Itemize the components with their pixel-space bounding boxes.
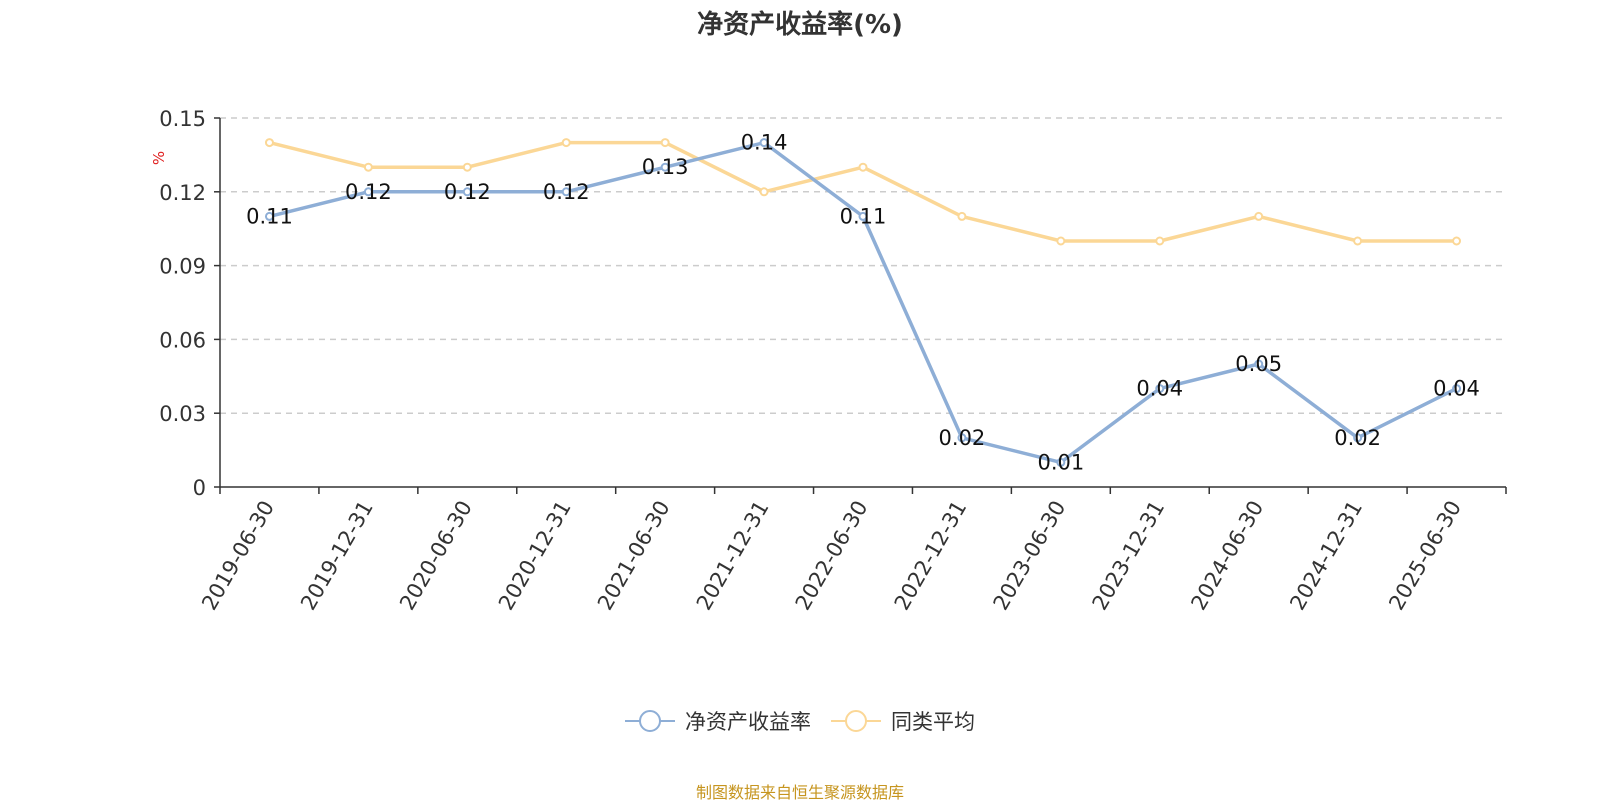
x-tick-label: 2020-06-30 bbox=[395, 497, 477, 615]
grid-lines bbox=[220, 117, 1506, 414]
data-label: 0.13 bbox=[642, 155, 689, 179]
y-tick-label: 0.15 bbox=[159, 107, 206, 131]
source-note: 制图数据来自恒生聚源数据库 bbox=[695, 783, 904, 802]
data-point-roe[interactable] bbox=[858, 211, 868, 221]
data-point-peer-average[interactable] bbox=[858, 162, 868, 172]
data-label: 0.11 bbox=[246, 204, 293, 228]
series-lines bbox=[264, 138, 1462, 467]
x-tick-label: 2022-06-30 bbox=[791, 497, 873, 615]
x-tick-label: 2022-12-31 bbox=[890, 497, 972, 615]
data-point-roe[interactable] bbox=[1155, 384, 1165, 394]
y-tick-label: 0.06 bbox=[159, 328, 206, 352]
x-tick-label: 2023-12-31 bbox=[1087, 497, 1169, 615]
data-point-roe[interactable] bbox=[462, 187, 472, 197]
x-tick-label: 2024-12-31 bbox=[1285, 497, 1367, 615]
data-label: 0.02 bbox=[939, 426, 986, 450]
legend: 净资产收益率 同类平均 bbox=[0, 706, 1600, 736]
data-label: 0.11 bbox=[840, 204, 887, 228]
data-label: 0.12 bbox=[345, 180, 392, 204]
data-point-peer-average[interactable] bbox=[1056, 236, 1066, 246]
x-tick-label: 2024-06-30 bbox=[1186, 497, 1268, 615]
legend-label-roe: 净资产收益率 bbox=[685, 710, 811, 734]
data-point-peer-average[interactable] bbox=[759, 187, 769, 197]
data-point-roe[interactable] bbox=[1452, 384, 1462, 394]
data-point-peer-average[interactable] bbox=[1155, 236, 1165, 246]
legend-label-peer-average: 同类平均 bbox=[891, 710, 975, 734]
data-point-peer-average[interactable] bbox=[1452, 236, 1462, 246]
x-tick-label: 2023-06-30 bbox=[989, 497, 1071, 615]
legend-swatch-roe bbox=[625, 710, 675, 732]
legend-item-roe[interactable]: 净资产收益率 bbox=[625, 706, 811, 736]
data-labels: 0.11 0.12 0.12 0.12 0.13 0.14 0.11 0.02 0.01 0.04… bbox=[246, 131, 1480, 475]
y-tick-label: 0.03 bbox=[159, 402, 206, 426]
data-label: 0.02 bbox=[1334, 426, 1381, 450]
data-point-roe[interactable] bbox=[759, 138, 769, 148]
data-point-roe[interactable] bbox=[1056, 457, 1066, 467]
data-point-roe[interactable] bbox=[561, 187, 571, 197]
y-axis-label: % bbox=[150, 151, 168, 165]
y-tick-label: 0.12 bbox=[159, 181, 206, 205]
data-point-peer-average[interactable] bbox=[363, 162, 373, 172]
data-label: 0.12 bbox=[543, 180, 590, 204]
data-point-peer-average[interactable] bbox=[462, 162, 472, 172]
data-label: 0.14 bbox=[741, 131, 788, 155]
data-point-peer-average[interactable] bbox=[264, 138, 274, 148]
data-point-peer-average[interactable] bbox=[561, 138, 571, 148]
data-point-peer-average[interactable] bbox=[660, 138, 670, 148]
data-point-roe[interactable] bbox=[1254, 359, 1264, 369]
x-tick-label: 2025-06-30 bbox=[1384, 497, 1466, 615]
data-point-peer-average[interactable] bbox=[1353, 236, 1363, 246]
data-label: 0.04 bbox=[1433, 377, 1480, 401]
data-point-peer-average[interactable] bbox=[1254, 211, 1264, 221]
data-point-roe[interactable] bbox=[660, 162, 670, 172]
x-tick-label: 2020-12-31 bbox=[494, 497, 576, 615]
data-label: 0.05 bbox=[1235, 352, 1282, 376]
data-point-roe[interactable] bbox=[264, 211, 274, 221]
data-label: 0.01 bbox=[1037, 450, 1084, 474]
chart-title: 净资产收益率(%) bbox=[697, 10, 903, 40]
legend-swatch-peer-average bbox=[831, 710, 881, 732]
x-tick-label: 2021-06-30 bbox=[593, 497, 675, 615]
x-tick-label: 2019-12-31 bbox=[296, 497, 378, 615]
data-point-roe[interactable] bbox=[363, 187, 373, 197]
data-point-peer-average[interactable] bbox=[957, 211, 967, 221]
data-label: 0.04 bbox=[1136, 377, 1183, 401]
legend-item-peer-average[interactable]: 同类平均 bbox=[831, 706, 975, 736]
x-tick-label: 2019-06-30 bbox=[197, 497, 279, 615]
y-tick-label: 0.09 bbox=[159, 255, 206, 279]
x-tick-label: 2021-12-31 bbox=[692, 497, 774, 615]
data-point-roe[interactable] bbox=[957, 433, 967, 443]
y-tick-label: 0 bbox=[193, 476, 206, 500]
data-point-roe[interactable] bbox=[1353, 433, 1363, 443]
data-label: 0.12 bbox=[444, 180, 491, 204]
